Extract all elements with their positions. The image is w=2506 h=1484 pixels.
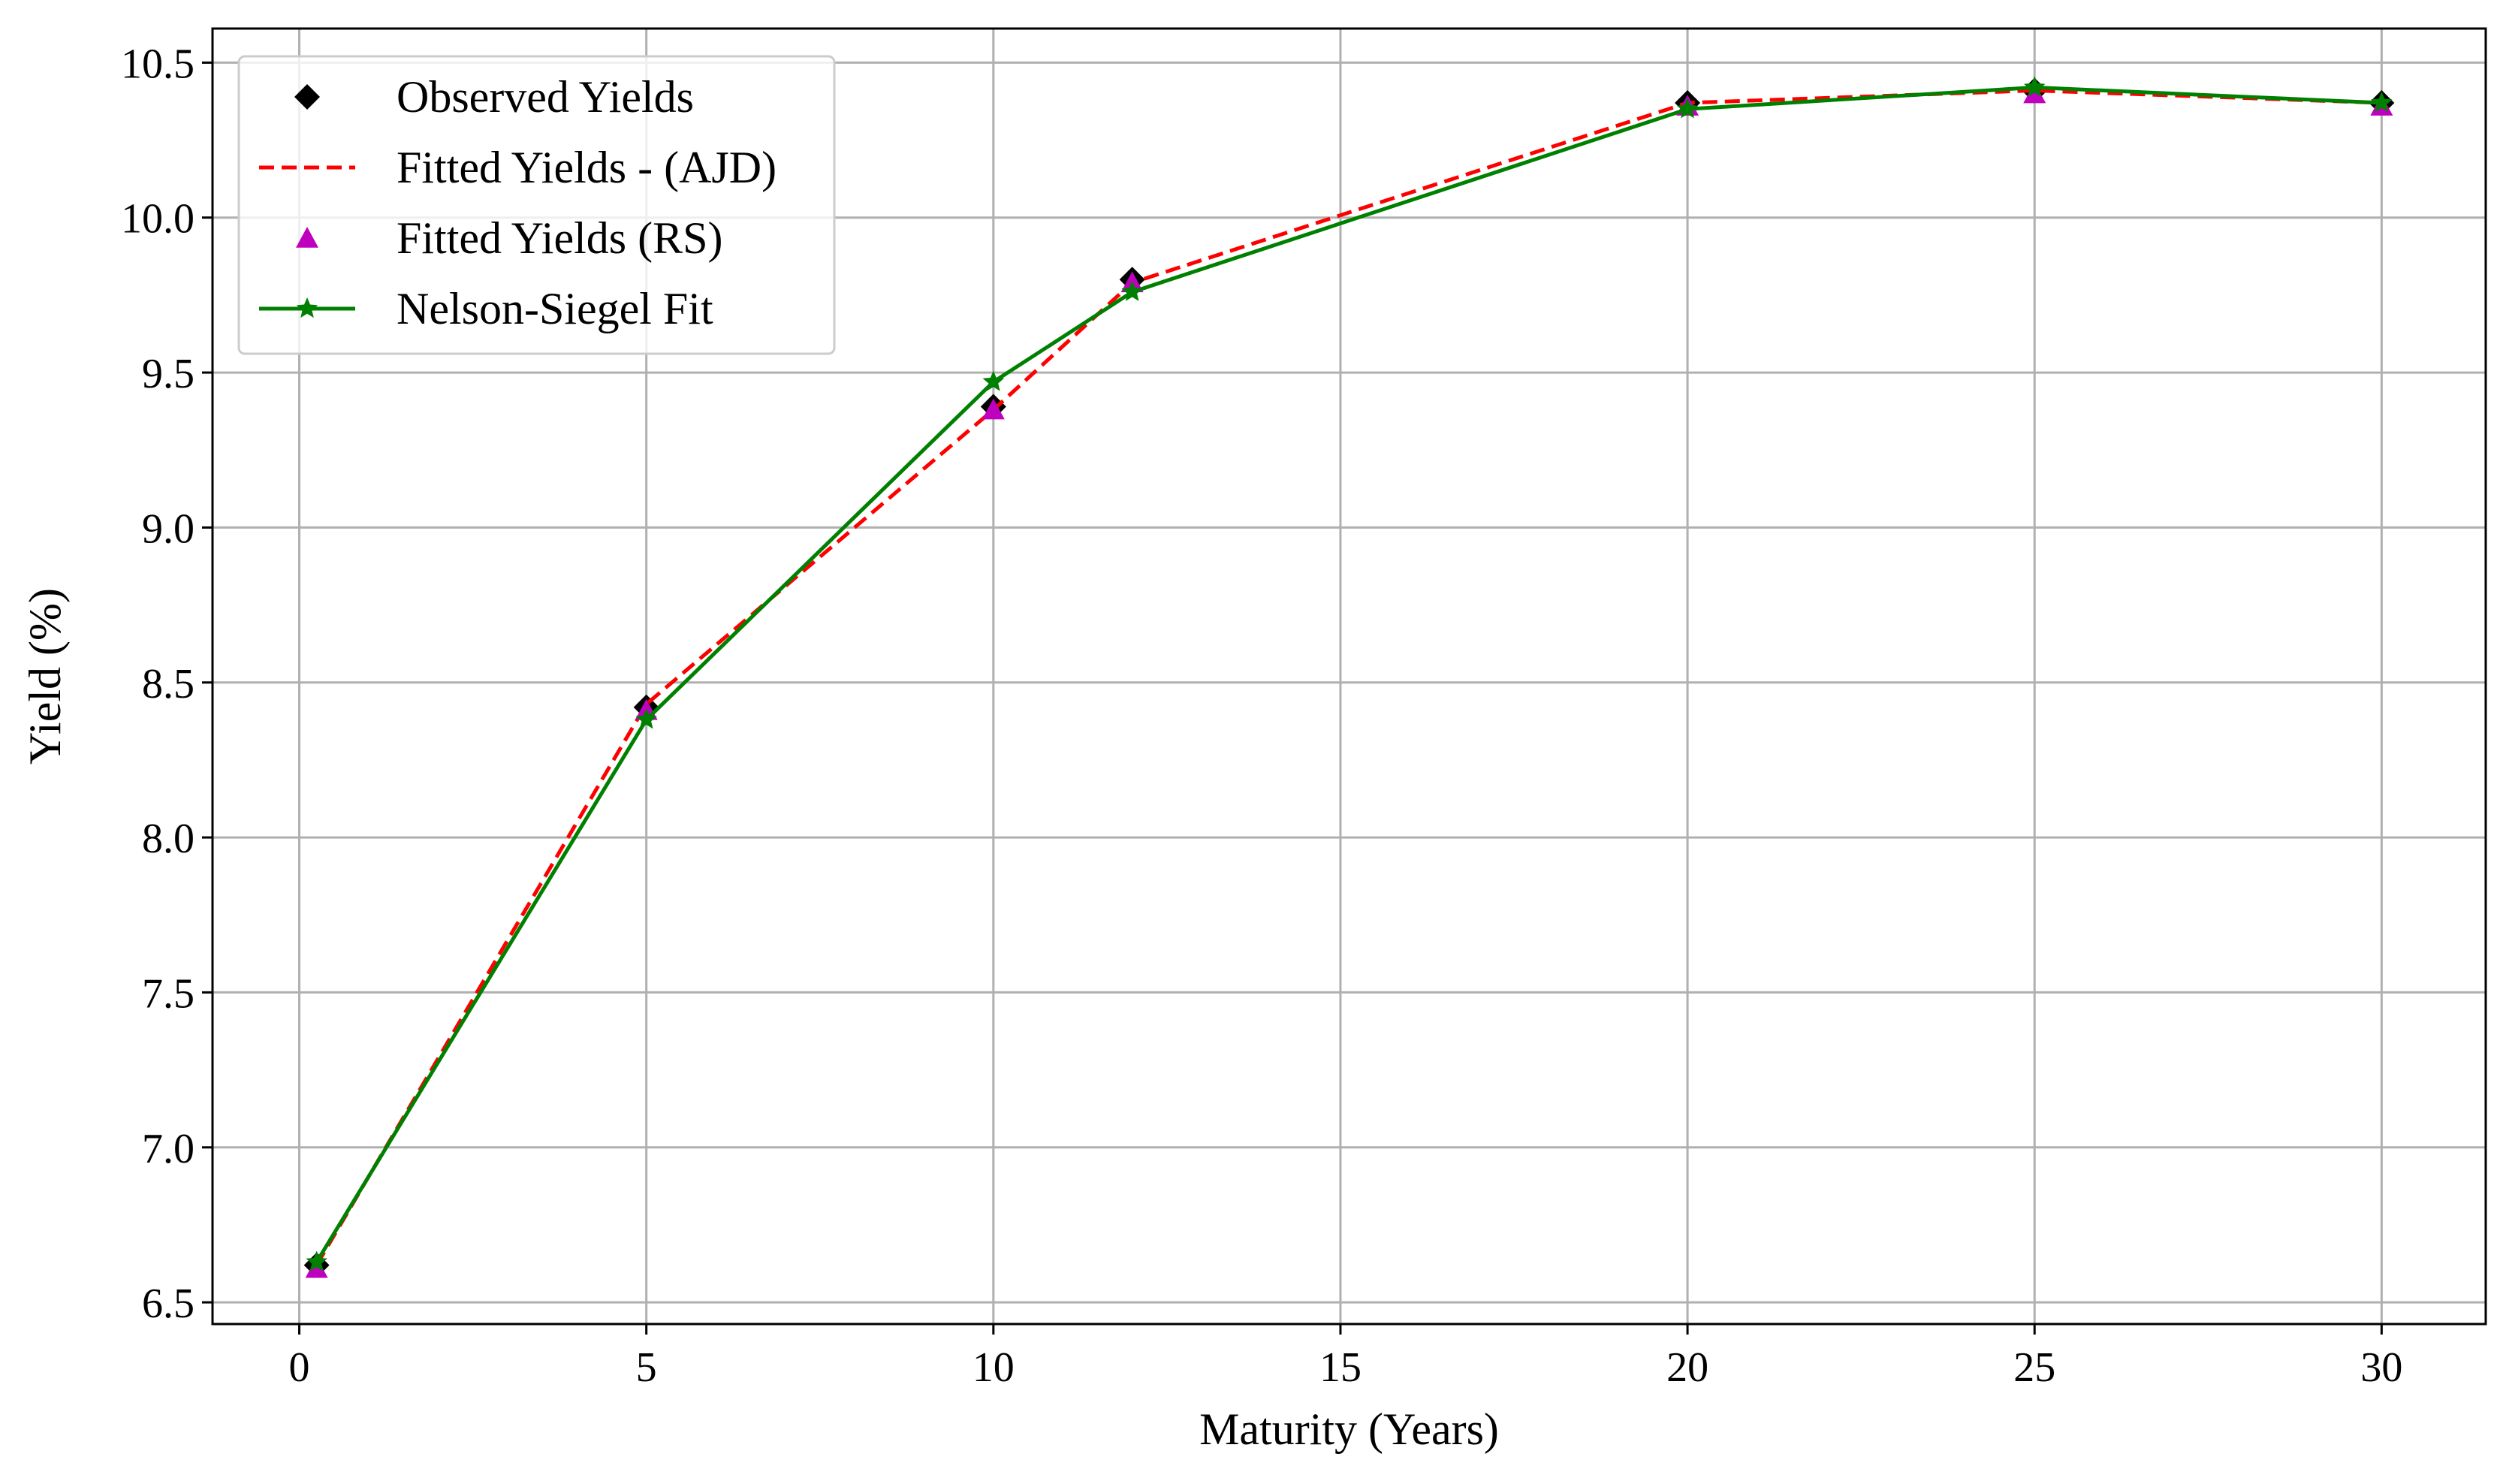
legend-label: Observed Yields bbox=[397, 72, 694, 122]
data-point bbox=[2371, 92, 2393, 113]
legend-marker-swatch bbox=[296, 227, 318, 248]
y-tick-label: 9.5 bbox=[142, 351, 195, 397]
series-3 bbox=[306, 76, 2393, 1271]
legend: Observed Yields Fitted Yields - (AJD) Fitt… bbox=[237, 55, 836, 355]
y-tick-label: 7.5 bbox=[142, 970, 195, 1017]
legend-items: Observed Yields Fitted Yields - (AJD) Fitt… bbox=[259, 72, 777, 333]
legend-marker-swatch bbox=[294, 84, 320, 110]
legend-entry: Nelson-Siegel Fit bbox=[259, 284, 713, 333]
data-point bbox=[1121, 280, 1143, 301]
legend-marker-swatch bbox=[296, 297, 318, 318]
data-point bbox=[2023, 82, 2046, 104]
y-axis-label: Yield (%) bbox=[20, 588, 70, 765]
x-tick-label: 25 bbox=[2013, 1344, 2055, 1391]
data-point bbox=[982, 398, 1005, 420]
legend-entry: Observed Yields bbox=[294, 72, 694, 122]
x-axis-label: Maturity (Years) bbox=[1199, 1404, 1499, 1454]
legend-label: Fitted Yields (RS) bbox=[397, 213, 722, 263]
x-tick-label: 30 bbox=[2360, 1344, 2402, 1391]
legend-entry: Fitted Yields - (AJD) bbox=[259, 143, 777, 192]
data-point bbox=[982, 370, 1005, 391]
data-point bbox=[2024, 76, 2046, 97]
data-point bbox=[306, 1250, 327, 1271]
y-tick-label: 7.0 bbox=[142, 1126, 195, 1172]
legend-entry: Fitted Yields (RS) bbox=[296, 213, 722, 263]
data-point bbox=[635, 708, 657, 729]
x-tick-label: 10 bbox=[973, 1344, 1015, 1391]
legend-label: Nelson-Siegel Fit bbox=[397, 284, 713, 333]
y-tick-label: 10.0 bbox=[121, 196, 195, 243]
y-tick-label: 8.5 bbox=[142, 661, 195, 707]
series-layer bbox=[303, 76, 2395, 1278]
x-tick-label: 5 bbox=[636, 1344, 657, 1391]
legend-label: Fitted Yields - (AJD) bbox=[397, 143, 777, 192]
x-tick-label: 0 bbox=[289, 1344, 310, 1391]
y-tick-label: 9.0 bbox=[142, 505, 195, 552]
data-point bbox=[1676, 98, 1699, 119]
y-tick-label: 10.5 bbox=[121, 41, 195, 87]
plot-frame bbox=[211, 27, 2487, 1326]
legend-box bbox=[237, 55, 836, 355]
y-tick-label: 6.5 bbox=[142, 1280, 195, 1327]
y-tick-label: 8.0 bbox=[142, 816, 195, 862]
grid-layer bbox=[213, 29, 2486, 1324]
data-point bbox=[305, 1256, 328, 1278]
tick-layer: 0 5 10 15 20 25 30 6.5 7.0 7.5 8.0 8.5 9.0 9.5 10.0 10.… bbox=[121, 41, 2402, 1391]
x-tick-label: 15 bbox=[1319, 1344, 1362, 1391]
x-tick-label: 20 bbox=[1666, 1344, 1708, 1391]
